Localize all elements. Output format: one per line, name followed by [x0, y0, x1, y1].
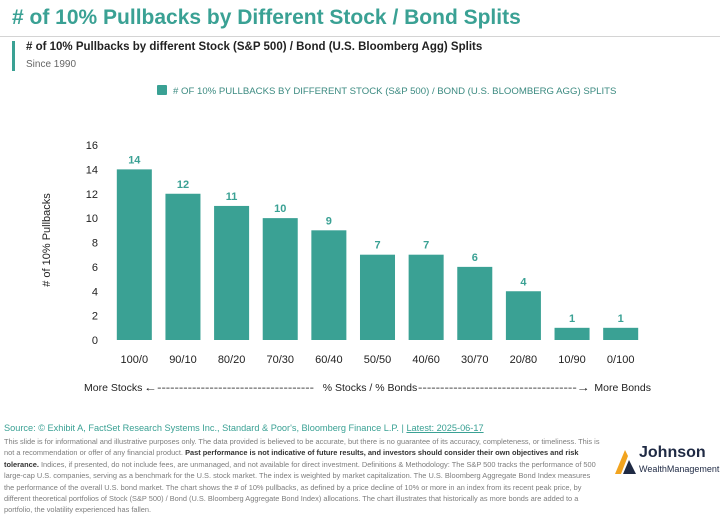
- page-title: # of 10% Pullbacks by Different Stock / …: [12, 6, 521, 29]
- y-tick-label: 4: [92, 286, 98, 298]
- x-tick-label: 20/80: [510, 354, 538, 366]
- x-tick-label: 100/0: [121, 354, 149, 366]
- y-tick-label: 8: [92, 238, 98, 250]
- source-text: Source: © Exhibit A, FactSet Research Sy…: [4, 423, 404, 433]
- latest-date: Latest: 2025-06-17: [406, 423, 484, 433]
- x-tick-label: 10/90: [558, 354, 586, 366]
- x-tick-label: 90/10: [169, 354, 197, 366]
- chart-legend: # OF 10% PULLBACKS BY DIFFERENT STOCK (S…: [157, 85, 616, 97]
- disclaimer-bold: Past performance is not indicative of fu…: [4, 448, 579, 469]
- bar-value-label: 7: [374, 240, 380, 252]
- bar-value-label: 7: [423, 240, 429, 252]
- y-axis-ticks: 0 2 4 6 8 10 12 14 16: [86, 140, 98, 347]
- bar: [311, 230, 347, 340]
- x-tick-label: 70/30: [266, 354, 294, 366]
- bar-value-label: 4: [520, 276, 527, 288]
- x-tick-label: 50/50: [364, 354, 392, 366]
- y-tick-label: 0: [92, 335, 98, 347]
- x-tick-label: 60/40: [315, 354, 343, 366]
- x-label-center: % Stocks / % Bonds: [323, 382, 418, 394]
- bar-value-label: 14: [128, 154, 141, 166]
- bar-value-label: 11: [226, 191, 238, 203]
- x-tick-label: 0/100: [607, 354, 635, 366]
- bar-value-label: 1: [618, 313, 624, 325]
- date-note: Since 1990: [26, 59, 77, 70]
- bar-chart: # OF 10% PULLBACKS BY DIFFERENT STOCK (S…: [41, 85, 651, 394]
- bar-value-label: 6: [472, 252, 478, 264]
- logo-subtitle: WealthManagement: [639, 464, 720, 474]
- y-axis-label: # of 10% Pullbacks: [41, 193, 53, 287]
- y-tick-label: 6: [92, 262, 98, 274]
- bar: [408, 254, 444, 340]
- disclaimer-part-2: Indices, if presented, do not include fe…: [4, 459, 596, 515]
- bar: [165, 193, 201, 340]
- bar: [603, 327, 639, 340]
- company-logo: Johnson WealthManagement: [613, 444, 720, 480]
- y-tick-label: 2: [92, 311, 98, 323]
- subtitle-accent-bar: [12, 41, 15, 71]
- legend-swatch: [157, 85, 167, 95]
- x-tick-label: 80/20: [218, 354, 246, 366]
- x-axis-ticks: 100/0 90/10 80/20 70/30 60/40 50/50 40/60 30/70…: [121, 354, 635, 366]
- disclaimer-part-1: This slide is for informational and illu…: [4, 437, 600, 458]
- y-tick-label: 14: [86, 164, 98, 176]
- bar: [457, 266, 493, 340]
- johnson-logo-mark-icon: [615, 450, 636, 474]
- title-divider: [0, 36, 720, 37]
- x-arrow-left: ←------------------------------------: [144, 382, 315, 394]
- bar: [554, 327, 590, 340]
- x-tick-label: 40/60: [412, 354, 440, 366]
- y-tick-label: 12: [86, 189, 98, 201]
- x-label-left: More Stocks: [84, 382, 142, 394]
- bars: [116, 169, 639, 340]
- x-axis-caption: More Stocks ←---------------------------…: [84, 382, 651, 394]
- logo-name: Johnson: [639, 444, 706, 461]
- disclaimer: This slide is for informational and illu…: [4, 436, 600, 516]
- bar-value-label: 9: [326, 215, 332, 227]
- bar-value-label: 10: [274, 203, 286, 215]
- y-tick-label: 10: [86, 213, 98, 225]
- bar: [116, 169, 152, 340]
- source-line: Source: © Exhibit A, FactSet Research Sy…: [4, 423, 484, 433]
- bar: [214, 205, 250, 340]
- bar-value-label: 12: [177, 179, 189, 191]
- chart-subtitle: # of 10% Pullbacks by different Stock (S…: [26, 41, 483, 53]
- x-arrow-right: ------------------------------------→: [418, 382, 590, 394]
- bar: [359, 254, 396, 340]
- x-label-right: More Bonds: [594, 382, 651, 394]
- bar: [505, 291, 541, 340]
- bar: [262, 218, 298, 340]
- y-tick-label: 16: [86, 140, 98, 152]
- x-tick-label: 30/70: [461, 354, 489, 366]
- legend-label: # OF 10% PULLBACKS BY DIFFERENT STOCK (S…: [173, 86, 616, 97]
- bar-value-label: 1: [569, 313, 575, 325]
